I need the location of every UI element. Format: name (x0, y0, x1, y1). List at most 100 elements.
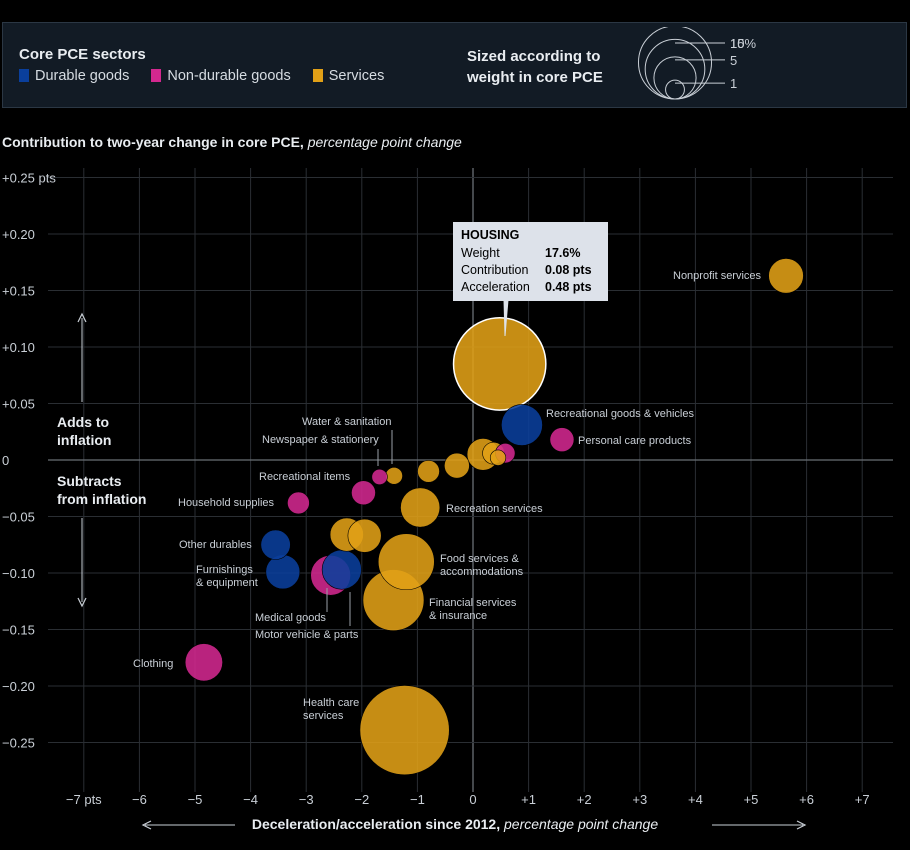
tooltip-row-contribution: Contribution 0.08 pts (461, 262, 600, 279)
point-other-durables (260, 529, 291, 560)
x-right-arrow-head (796, 820, 807, 830)
y-tick-label: −0.15 (2, 623, 35, 638)
subtitle-italic: percentage point change (303, 134, 462, 150)
x-tick-label: +7 (855, 792, 870, 807)
label-newspaper-stationery: Newspaper & stationery (262, 434, 379, 446)
tooltip-value: 17.6% (545, 246, 581, 260)
y-tick-label: +0.10 (2, 340, 35, 355)
point-services-g (489, 449, 507, 466)
x-tick-label: −6 (132, 792, 147, 807)
point-housing (452, 317, 547, 411)
size-legend-title: Sized according to weight in core PCE (467, 48, 603, 86)
label-line: Recreational goods & vehicles (546, 408, 694, 420)
label-line: Personal care products (578, 435, 692, 447)
y-tick-label: +0.05 (2, 397, 35, 412)
chart-subtitle: Contribution to two-year change in core … (2, 134, 462, 150)
size-label-15: 15% (730, 36, 756, 51)
tooltip-key: Acceleration (461, 280, 530, 294)
label-furnishings-equipment: Furnishings & equipment (196, 564, 258, 589)
label-line: services (303, 710, 344, 722)
from-inflation-label: from inflation (57, 491, 146, 507)
y-tick-label: −0.25 (2, 736, 35, 751)
legend-box: Core PCE sectors Durable goods Non-durab… (2, 22, 907, 108)
legend-item-services: Services (312, 68, 384, 84)
label-recreational-items: Recreational items (259, 471, 351, 483)
size-legend: 15%10 5 1 (637, 27, 756, 100)
label-medical-goods: Medical goods (255, 612, 326, 624)
tooltip-row-weight: Weight 17.6% (461, 245, 600, 262)
x-tick-label: −2 (354, 792, 369, 807)
label-water-sanitation: Water & sanitation (302, 416, 391, 428)
point-recreation-services (400, 487, 441, 528)
legend-title: Core PCE sectors (19, 46, 146, 63)
housing-tooltip: HOUSING Weight 17.6% Contribution 0.08 pts… (453, 222, 608, 301)
legend-swatch-nondurable (151, 69, 162, 82)
x-tick-label: +4 (688, 792, 703, 807)
legend-label-nondurable: Non-durable goods (167, 68, 291, 84)
point-household-supplies (287, 491, 310, 515)
x-tick-label: +1 (521, 792, 536, 807)
x-tick-label: +3 (632, 792, 647, 807)
y-tick-label: −0.10 (2, 566, 35, 581)
xlabel-main: Deceleration/acceleration since 2012, (251, 816, 501, 832)
tooltip-title: HOUSING (461, 228, 520, 242)
legend-swatch-services (312, 69, 323, 82)
x-tick-label: −5 (188, 792, 203, 807)
point-services-b (347, 518, 382, 553)
legend-item-nondurable: Non-durable goods (151, 68, 291, 84)
x-tick-label: +5 (744, 792, 759, 807)
label-line: & equipment (196, 577, 258, 589)
x-tick-label: −7 pts (66, 792, 102, 807)
x-tick-label: −4 (243, 792, 258, 807)
y-tick-label: +0.25 pts (2, 171, 56, 186)
label-food-services-accommodations: Food services & accommodations (440, 553, 524, 578)
point-recreational-goods-vehicles (501, 404, 543, 446)
x-tick-label: 0 (469, 792, 476, 807)
inflation-label: inflation (57, 432, 111, 448)
y-tick-label: −0.20 (2, 679, 35, 694)
point-nonprofit-services (768, 258, 804, 294)
label-line: Food services & (440, 553, 520, 565)
label-line: Recreation services (446, 503, 543, 515)
adds-arrow-head (77, 312, 87, 323)
y-tick-label: −0.05 (2, 510, 35, 525)
label-line: Financial services (429, 597, 517, 609)
point-recreational-items (351, 480, 376, 506)
point-newspaper-stationery (371, 468, 388, 486)
x-tick-label: +2 (577, 792, 592, 807)
x-axis-label: Deceleration/acceleration since 2012, pe… (0, 816, 910, 832)
label-recreation-services: Recreation services (446, 503, 543, 515)
label-line: & insurance (429, 610, 487, 622)
adds-to-label: Adds to (57, 414, 109, 430)
size-label-1: 1 (730, 76, 737, 91)
size-circle-1 (665, 79, 685, 100)
label-clothing: Clothing (133, 658, 173, 670)
size-label-10: 10 (730, 36, 744, 51)
subtracts-arrow-head (77, 597, 87, 608)
legend-swatch-durable (19, 69, 29, 82)
label-line: Newspaper & stationery (262, 434, 379, 446)
size-label-5: 5 (730, 53, 737, 68)
point-health-care-services (359, 685, 450, 776)
label-line: Medical goods (255, 612, 326, 624)
x-tick-label: −1 (410, 792, 425, 807)
label-line: Health care (303, 697, 359, 709)
label-line: Other durables (179, 539, 252, 551)
label-line: Water & sanitation (302, 416, 391, 428)
label-financial-services-insurance: Financial services & insurance (429, 597, 517, 622)
xlabel-italic: percentage point change (500, 816, 659, 832)
label-line: Recreational items (259, 471, 351, 483)
label-line: Motor vehicle & parts (255, 629, 359, 641)
point-services-d (444, 452, 470, 479)
label-line: Nonprofit services (673, 270, 762, 282)
subtracts-label: Subtracts (57, 473, 122, 489)
label-line: Clothing (133, 658, 173, 670)
x-tick-label: +6 (799, 792, 814, 807)
legend-item-durable: Durable goods (19, 68, 129, 84)
subtitle-main: Contribution to two-year change in core … (2, 134, 304, 150)
label-line: Furnishings (196, 564, 253, 576)
y-tick-label: +0.15 (2, 284, 35, 299)
tooltip-value: 0.48 pts (545, 280, 592, 294)
y-tick-label: +0.20 (2, 227, 35, 242)
